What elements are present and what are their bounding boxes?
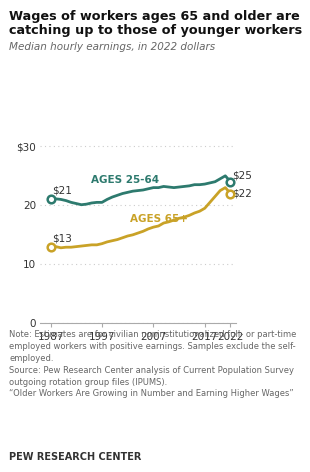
Text: Note: Estimates are for civilian noninstitutionalized full- or part-time
employe: Note: Estimates are for civilian noninst… — [9, 330, 297, 398]
Text: catching up to those of younger workers: catching up to those of younger workers — [9, 24, 303, 37]
Text: Wages of workers ages 65 and older are: Wages of workers ages 65 and older are — [9, 10, 300, 24]
Text: AGES 65+: AGES 65+ — [130, 214, 188, 224]
Text: $21: $21 — [52, 185, 72, 195]
Text: $25: $25 — [232, 171, 252, 181]
Text: PEW RESEARCH CENTER: PEW RESEARCH CENTER — [9, 452, 142, 462]
Text: $13: $13 — [52, 234, 72, 244]
Text: $22: $22 — [232, 188, 252, 199]
Text: AGES 25-64: AGES 25-64 — [91, 175, 159, 185]
Text: Median hourly earnings, in 2022 dollars: Median hourly earnings, in 2022 dollars — [9, 42, 215, 51]
